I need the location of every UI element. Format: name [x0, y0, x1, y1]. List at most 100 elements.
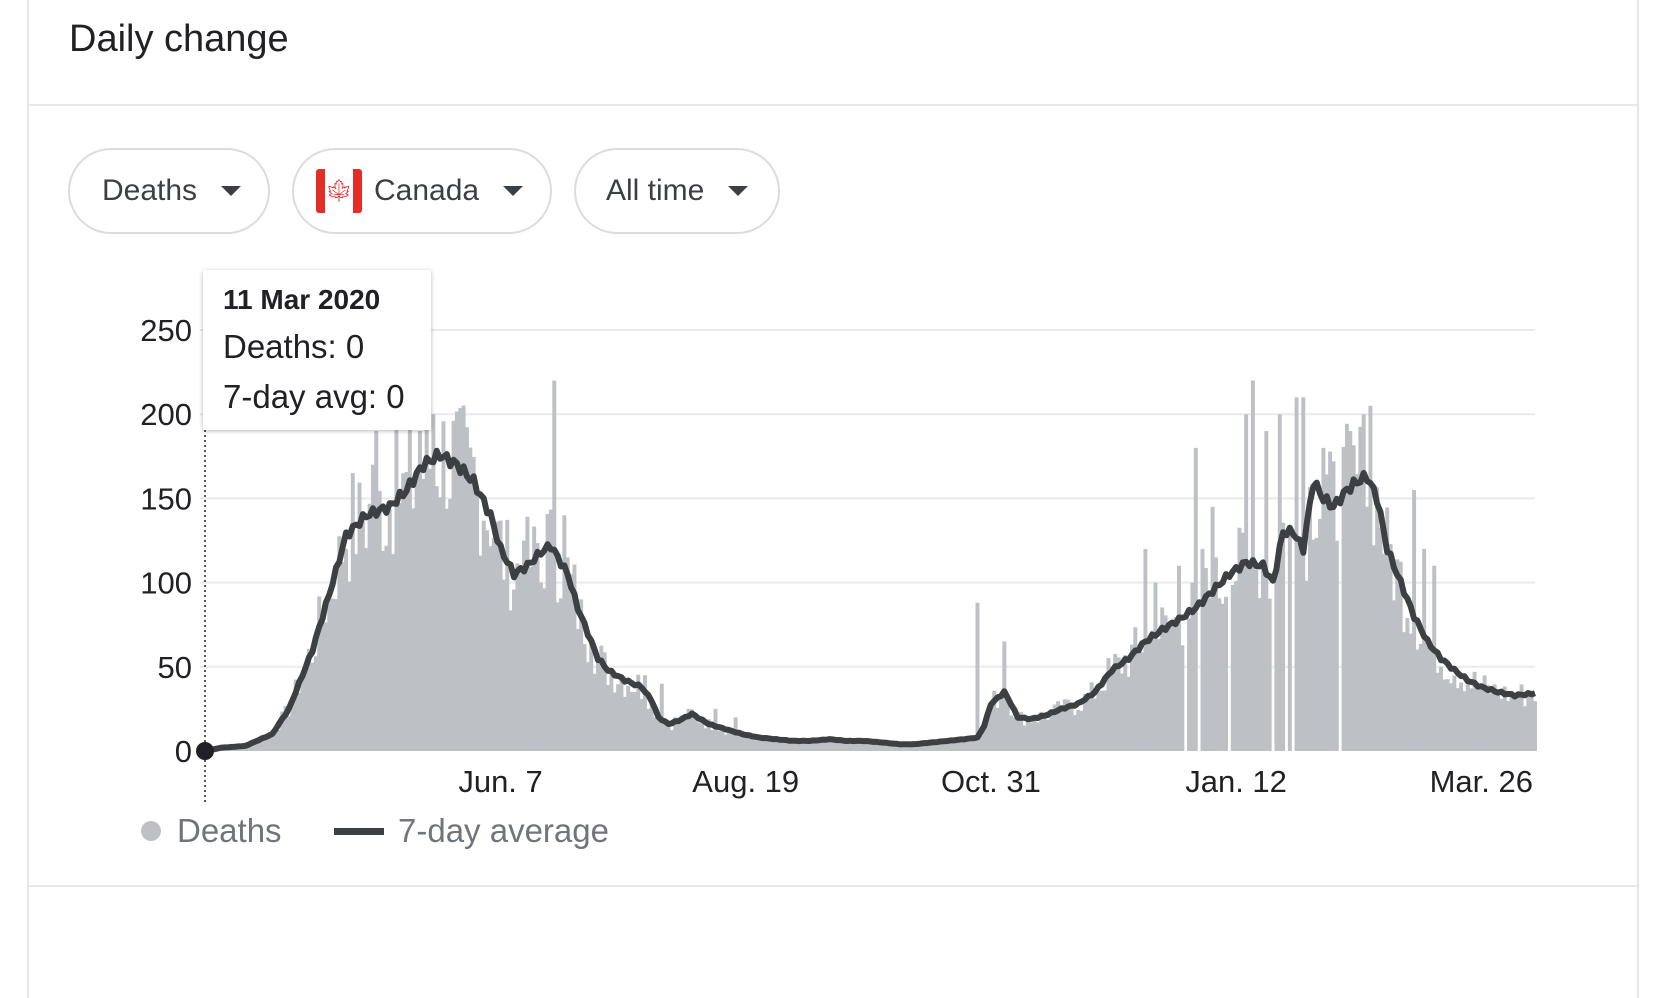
death-bar [831, 738, 836, 751]
death-bar [1482, 675, 1487, 751]
death-bar [417, 431, 422, 751]
death-bar [676, 721, 681, 751]
death-bar [394, 422, 399, 751]
death-bar [481, 520, 486, 751]
death-bar [276, 729, 281, 751]
death-bar [293, 679, 298, 751]
death-bar [1375, 487, 1380, 751]
death-bar [1012, 717, 1017, 751]
death-bar [1486, 684, 1490, 751]
death-bar [320, 622, 325, 751]
death-bar [397, 503, 402, 751]
death-bar [1388, 544, 1393, 751]
death-bar [1062, 699, 1067, 751]
death-bar [1462, 691, 1467, 751]
death-bar [575, 629, 580, 751]
death-bar [1072, 715, 1077, 751]
death-bar [286, 716, 291, 751]
death-bar [1509, 690, 1514, 751]
death-bar [1025, 718, 1030, 751]
legend-deaths[interactable]: Deaths [141, 812, 282, 850]
death-bar [548, 509, 553, 751]
death-bar [1432, 565, 1437, 751]
death-bar [626, 685, 631, 751]
death-bar [847, 739, 852, 751]
death-bar [649, 698, 654, 751]
death-bar [1533, 701, 1537, 751]
death-bar [505, 519, 510, 751]
death-bar [1287, 528, 1292, 751]
death-bar [1459, 682, 1464, 751]
death-bar [354, 554, 359, 751]
death-bar [737, 732, 741, 751]
daily-deaths-chart[interactable]: 0 50 100 150 200 250 Jun. 7 Aug. 19 Oct. 31 Jan.… [0, 0, 1668, 904]
death-bar [1331, 461, 1336, 751]
death-bar [475, 485, 480, 751]
range-dropdown[interactable]: All time [574, 148, 780, 234]
death-bar [975, 602, 980, 751]
tooltip-date: 11 Mar 2020 [223, 284, 381, 315]
death-bar [303, 664, 308, 751]
death-bar [770, 739, 775, 751]
death-bar [1126, 676, 1131, 751]
death-bar [535, 543, 540, 751]
death-bar [428, 468, 433, 751]
death-bar [522, 540, 527, 751]
death-bar [716, 730, 721, 751]
death-bar [1277, 414, 1282, 751]
death-bar [726, 728, 731, 751]
death-bar [1355, 474, 1359, 751]
death-bar [1193, 447, 1198, 751]
death-bar [1099, 690, 1104, 751]
death-bar [888, 745, 893, 751]
legend-average[interactable]: 7-day average [334, 812, 609, 850]
death-bar [972, 739, 977, 751]
death-bar [673, 717, 678, 751]
death-bar [1123, 655, 1128, 751]
range-dropdown-label: All time [606, 174, 705, 207]
death-bar [468, 447, 473, 751]
death-bar [1173, 617, 1178, 751]
death-bar [1213, 557, 1218, 751]
death-bar [485, 530, 490, 751]
death-bar [488, 546, 493, 751]
death-bar [555, 602, 560, 751]
death-bar [602, 652, 607, 751]
death-bar [559, 598, 563, 751]
death-bar [1422, 548, 1427, 751]
death-bar [458, 408, 463, 751]
seven-day-average-line [204, 447, 1536, 754]
metric-dropdown[interactable]: Deaths [68, 148, 270, 234]
tooltip-average: 7-day avg: 0 [223, 378, 405, 415]
death-bar [1512, 698, 1517, 751]
death-bar [283, 706, 288, 751]
death-bar [958, 739, 963, 751]
death-bar [797, 740, 802, 751]
death-bar [1066, 699, 1071, 751]
death-bar [260, 737, 265, 751]
death-bar [1237, 527, 1242, 751]
death-bar [1418, 643, 1423, 751]
death-bar [1247, 562, 1252, 751]
death-bar [542, 588, 547, 751]
death-bar [817, 737, 822, 751]
death-bar [837, 740, 842, 751]
death-bar [250, 744, 254, 751]
death-bar [861, 738, 866, 751]
region-dropdown[interactable]: 🍁︎ Canada [292, 148, 552, 234]
death-bar [404, 472, 409, 751]
death-bar [938, 742, 943, 751]
death-bar [1408, 633, 1413, 751]
death-bar [421, 478, 426, 751]
death-bar [1475, 687, 1480, 751]
x-tick-label: Jan. 12 [1185, 764, 1287, 799]
death-bar [1143, 548, 1148, 751]
death-bar [1492, 684, 1497, 751]
death-bar [414, 481, 419, 751]
death-bar [1029, 722, 1034, 751]
death-bar [921, 741, 926, 751]
death-bar [1428, 645, 1433, 751]
x-tick-label: Mar. 26 [1430, 764, 1533, 799]
death-bar [995, 707, 1000, 751]
death-bar [381, 550, 385, 751]
